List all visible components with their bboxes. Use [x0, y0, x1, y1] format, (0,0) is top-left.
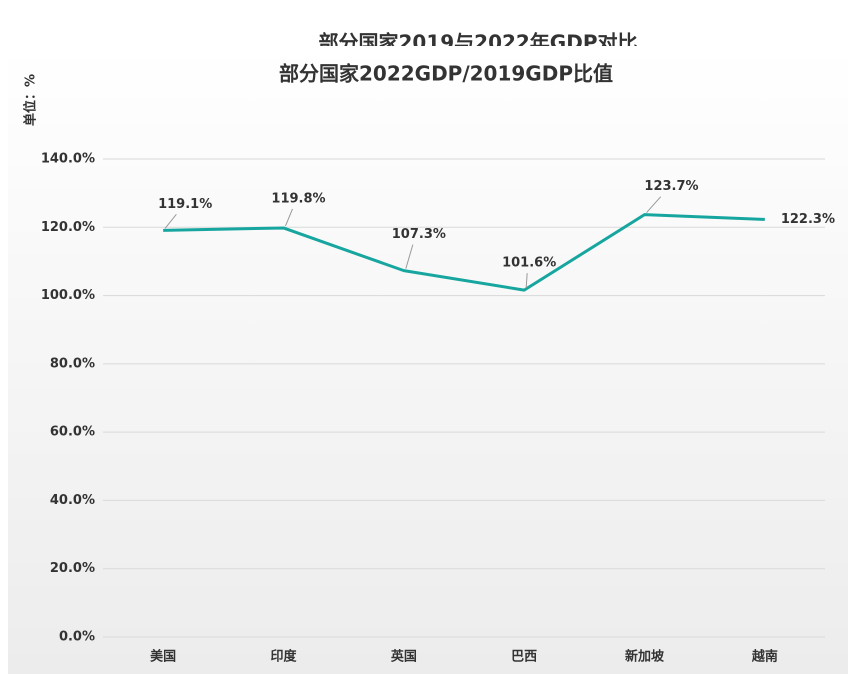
x-tick-label: 巴西 — [511, 650, 537, 665]
x-tick-label: 美国 — [150, 649, 176, 665]
data-label: 123.7% — [644, 179, 698, 194]
data-label: 119.1% — [158, 197, 212, 212]
y-tick-label: 100.0% — [41, 288, 95, 303]
leader-line — [164, 214, 177, 229]
y-tick-label: 140.0% — [41, 152, 95, 167]
data-label: 107.3% — [392, 227, 446, 242]
leader-line — [525, 273, 528, 289]
y-tick-label: 20.0% — [50, 561, 95, 576]
x-tick-label: 英国 — [390, 649, 417, 665]
y-tick-label: 80.0% — [50, 356, 95, 371]
x-tick-label: 越南 — [751, 649, 778, 665]
y-tick-label: 40.0% — [50, 493, 95, 508]
leader-line — [405, 244, 414, 269]
y-tick-label: 0.0% — [59, 630, 95, 645]
data-label: 101.6% — [502, 256, 556, 271]
y-axis-label: 单位：% — [23, 74, 39, 126]
line — [163, 213, 765, 292]
y-tick-label: 120.0% — [41, 220, 95, 235]
leader-line — [646, 196, 662, 213]
leader-line — [285, 208, 293, 227]
x-tick-label: 新加坡 — [625, 649, 665, 665]
x-tick-label: 印度 — [270, 649, 297, 665]
y-tick-label: 60.0% — [50, 425, 95, 440]
data-label: 122.3% — [781, 212, 835, 227]
chart-title: 部分国家2022GDP/2019GDP比值 — [279, 62, 613, 86]
data-label: 119.8% — [271, 191, 325, 206]
panel — [8, 46, 848, 674]
